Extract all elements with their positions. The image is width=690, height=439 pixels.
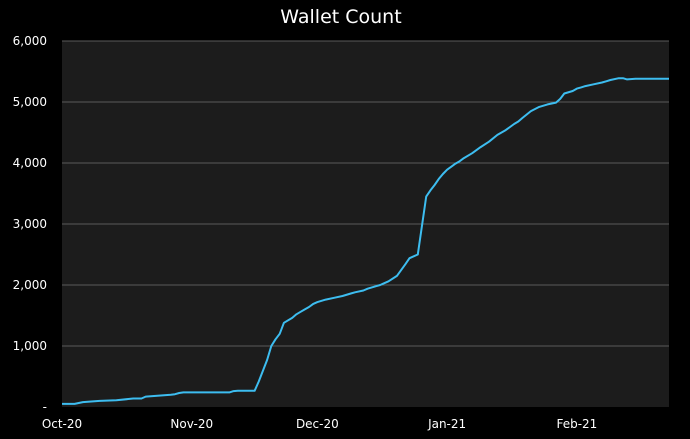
x-tick-label: Dec-20 <box>296 417 339 431</box>
x-axis-tick-labels: Oct-20 Nov-20 Dec-20 Jan-21 Feb-21 <box>42 417 598 431</box>
y-tick-label: 1,000 <box>13 339 47 353</box>
series-line <box>62 77 669 405</box>
y-tick-label: 2,000 <box>13 278 47 292</box>
y-tick-label: - <box>43 400 47 414</box>
y-tick-label: 4,000 <box>13 156 47 170</box>
y-axis-tick-labels: - 1,000 2,000 3,000 4,000 5,000 6,000 <box>13 34 47 414</box>
x-tick-label: Jan-21 <box>427 417 466 431</box>
y-tick-label: 5,000 <box>13 95 47 109</box>
y-tick-label: 6,000 <box>13 34 47 48</box>
gridlines <box>62 40 669 347</box>
x-tick-label: Nov-20 <box>170 417 213 431</box>
y-tick-label: 3,000 <box>13 217 47 231</box>
chart-title: Wallet Count <box>280 6 401 28</box>
x-tick-label: Feb-21 <box>556 417 597 431</box>
x-tick-label: Oct-20 <box>42 417 82 431</box>
